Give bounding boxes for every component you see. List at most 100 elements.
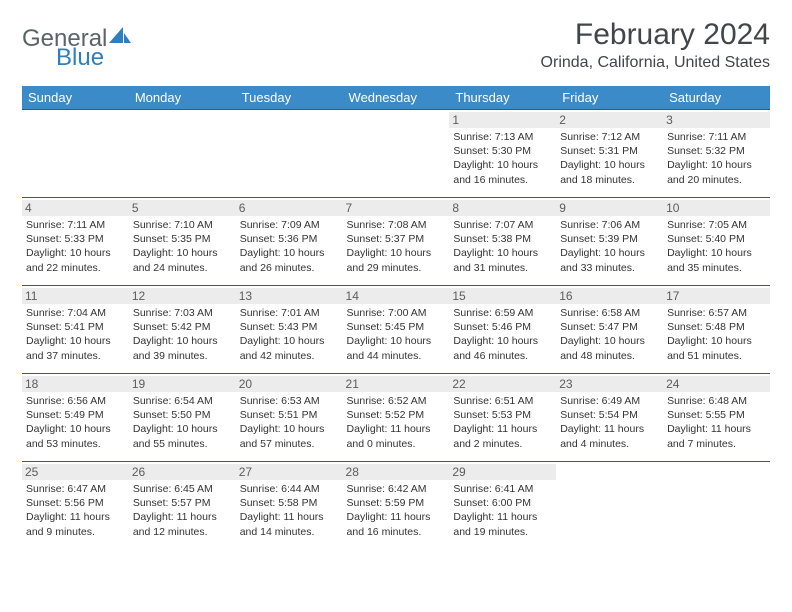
day-detail: Sunrise: 6:41 AMSunset: 6:00 PMDaylight:… [453,482,552,539]
weekday-header: Wednesday [343,86,450,110]
daylight-text: Daylight: 10 hours and 42 minutes. [240,334,339,362]
calendar-page: General February 2024 Orinda, California… [0,0,792,568]
sunrise-text: Sunrise: 6:45 AM [133,482,232,496]
sunset-text: Sunset: 5:36 PM [240,232,339,246]
calendar-cell [343,110,450,198]
day-detail: Sunrise: 7:06 AMSunset: 5:39 PMDaylight:… [560,218,659,275]
sunrise-text: Sunrise: 7:11 AM [667,130,766,144]
sunset-text: Sunset: 5:35 PM [133,232,232,246]
daylight-text: Daylight: 10 hours and 18 minutes. [560,158,659,186]
sunset-text: Sunset: 5:39 PM [560,232,659,246]
day-number: 17 [663,288,770,304]
daylight-text: Daylight: 10 hours and 53 minutes. [26,422,125,450]
calendar-cell: 24Sunrise: 6:48 AMSunset: 5:55 PMDayligh… [663,374,770,462]
sunrise-text: Sunrise: 7:08 AM [347,218,446,232]
sunset-text: Sunset: 5:47 PM [560,320,659,334]
calendar-cell: 21 Sunrise: 6:52 AMSunset: 5:52 PMDayligh… [343,374,450,462]
sunrise-text: Sunrise: 6:56 AM [26,394,125,408]
daylight-text: Daylight: 10 hours and 33 minutes. [560,246,659,274]
day-detail: Sunrise: 6:58 AMSunset: 5:47 PMDaylight:… [560,306,659,363]
day-detail: Sunrise: 6:52 AMSunset: 5:52 PMDaylight:… [347,394,446,451]
day-detail: Sunrise: 6:54 AMSunset: 5:50 PMDaylight:… [133,394,232,451]
calendar-cell: 10Sunrise: 7:05 AMSunset: 5:40 PMDayligh… [663,198,770,286]
calendar-cell [663,462,770,550]
day-detail: Sunrise: 7:11 AMSunset: 5:33 PMDaylight:… [26,218,125,275]
sunset-text: Sunset: 5:46 PM [453,320,552,334]
daylight-text: Daylight: 10 hours and 20 minutes. [667,158,766,186]
calendar-week-row: 1Sunrise: 7:13 AMSunset: 5:30 PMDaylight… [22,110,770,198]
calendar-cell: 1Sunrise: 7:13 AMSunset: 5:30 PMDaylight… [449,110,556,198]
calendar-week-row: 4 Sunrise: 7:11 AMSunset: 5:33 PMDaylight… [22,198,770,286]
day-detail: Sunrise: 6:47 AMSunset: 5:56 PMDaylight:… [26,482,125,539]
daylight-text: Daylight: 11 hours and 9 minutes. [26,510,125,538]
sunrise-text: Sunrise: 7:10 AM [133,218,232,232]
daylight-text: Daylight: 10 hours and 57 minutes. [240,422,339,450]
sunset-text: Sunset: 5:58 PM [240,496,339,510]
daylight-text: Daylight: 11 hours and 19 minutes. [453,510,552,538]
day-detail: Sunrise: 6:53 AMSunset: 5:51 PMDaylight:… [240,394,339,451]
day-number: 6 [236,200,343,216]
day-detail: Sunrise: 7:05 AMSunset: 5:40 PMDaylight:… [667,218,766,275]
sunrise-text: Sunrise: 7:12 AM [560,130,659,144]
day-detail: Sunrise: 7:01 AMSunset: 5:43 PMDaylight:… [240,306,339,363]
daylight-text: Daylight: 10 hours and 46 minutes. [453,334,552,362]
day-number: 8 [449,200,556,216]
sunrise-text: Sunrise: 6:54 AM [133,394,232,408]
daylight-text: Daylight: 11 hours and 12 minutes. [133,510,232,538]
day-detail: Sunrise: 7:03 AMSunset: 5:42 PMDaylight:… [133,306,232,363]
daylight-text: Daylight: 10 hours and 55 minutes. [133,422,232,450]
calendar-cell [22,110,129,198]
title-block: February 2024 Orinda, California, United… [541,18,770,72]
sunrise-text: Sunrise: 6:41 AM [453,482,552,496]
sunrise-text: Sunrise: 7:03 AM [133,306,232,320]
day-number: 7 [343,200,450,216]
daylight-text: Daylight: 11 hours and 7 minutes. [667,422,766,450]
calendar-week-row: 18Sunrise: 6:56 AMSunset: 5:49 PMDayligh… [22,374,770,462]
day-number: 12 [129,288,236,304]
calendar-cell: 5Sunrise: 7:10 AMSunset: 5:35 PMDaylight… [129,198,236,286]
day-detail: Sunrise: 7:08 AMSunset: 5:37 PMDaylight:… [347,218,446,275]
sunset-text: Sunset: 5:43 PM [240,320,339,334]
day-number: 28 [343,464,450,480]
sunset-text: Sunset: 5:59 PM [347,496,446,510]
calendar-cell: 25 Sunrise: 6:47 AMSunset: 5:56 PMDayligh… [22,462,129,550]
day-detail: Sunrise: 7:07 AMSunset: 5:38 PMDaylight:… [453,218,552,275]
page-header: General February 2024 Orinda, California… [22,18,770,72]
sunset-text: Sunset: 5:38 PM [453,232,552,246]
sunset-text: Sunset: 5:32 PM [667,144,766,158]
sunrise-text: Sunrise: 6:44 AM [240,482,339,496]
day-number: 2 [556,112,663,128]
daylight-text: Daylight: 11 hours and 4 minutes. [560,422,659,450]
weekday-header: Saturday [663,86,770,110]
sunrise-text: Sunrise: 7:11 AM [26,218,125,232]
day-number: 4 [22,200,129,216]
day-number: 27 [236,464,343,480]
day-number: 21 [343,376,450,392]
sunset-text: Sunset: 5:37 PM [347,232,446,246]
day-number: 25 [22,464,129,480]
calendar-cell: 2Sunrise: 7:12 AMSunset: 5:31 PMDaylight… [556,110,663,198]
sunrise-text: Sunrise: 6:58 AM [560,306,659,320]
daylight-text: Daylight: 10 hours and 29 minutes. [347,246,446,274]
sunset-text: Sunset: 5:54 PM [560,408,659,422]
sunrise-text: Sunrise: 6:51 AM [453,394,552,408]
sunset-text: Sunset: 5:41 PM [26,320,125,334]
sunset-text: Sunset: 5:55 PM [667,408,766,422]
sunrise-text: Sunrise: 7:07 AM [453,218,552,232]
brand-part2: Blue [56,44,104,71]
sunset-text: Sunset: 5:49 PM [26,408,125,422]
calendar-table: SundayMondayTuesdayWednesdayThursdayFrid… [22,86,770,550]
daylight-text: Daylight: 10 hours and 39 minutes. [133,334,232,362]
calendar-cell: 8 Sunrise: 7:07 AMSunset: 5:38 PMDaylight… [449,198,556,286]
sunrise-text: Sunrise: 7:06 AM [560,218,659,232]
day-detail: Sunrise: 7:11 AMSunset: 5:32 PMDaylight:… [667,130,766,187]
sunrise-text: Sunrise: 6:48 AM [667,394,766,408]
sunrise-text: Sunrise: 7:05 AM [667,218,766,232]
day-number-blank [663,464,770,480]
calendar-cell: 26Sunrise: 6:45 AMSunset: 5:57 PMDayligh… [129,462,236,550]
sunrise-text: Sunrise: 6:59 AM [453,306,552,320]
sunrise-text: Sunrise: 7:00 AM [347,306,446,320]
calendar-cell: 15Sunrise: 6:59 AMSunset: 5:46 PMDayligh… [449,286,556,374]
calendar-cell: 20Sunrise: 6:53 AMSunset: 5:51 PMDayligh… [236,374,343,462]
weekday-header: Thursday [449,86,556,110]
